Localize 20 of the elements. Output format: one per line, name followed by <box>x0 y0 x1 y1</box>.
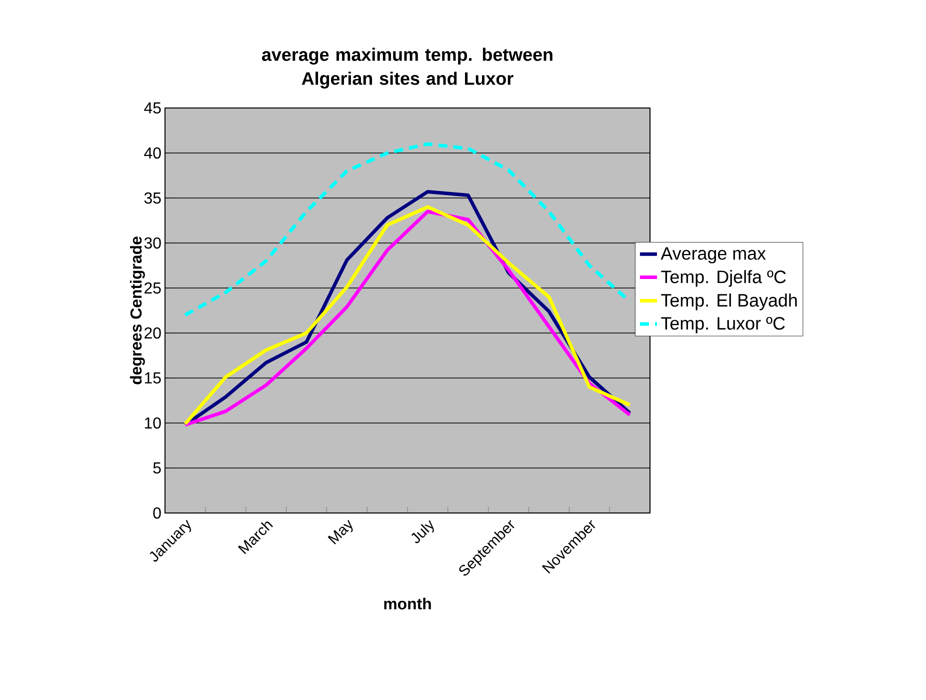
y-tick-label: 5 <box>153 462 161 474</box>
legend-label: Temp. El Bayadh <box>661 294 797 310</box>
y-tick-label: 40 <box>144 147 161 159</box>
chart-title: average maximum temp. between Algerian sites and Luxor <box>262 48 552 88</box>
x-axis-title: month <box>384 598 431 610</box>
y-tick-label: 25 <box>144 282 161 294</box>
y-tick-label: 15 <box>144 372 161 384</box>
line-series <box>183 142 632 317</box>
y-tick-label: 35 <box>144 192 161 204</box>
y-tick-label: 45 <box>144 102 161 114</box>
y-tick-label: 0 <box>153 507 161 519</box>
y-tick-label: 20 <box>144 327 161 339</box>
legend-label: Temp. Luxor ºC <box>661 317 785 334</box>
legend-label: Temp. Djelfa ºC <box>661 270 786 287</box>
y-tick-label: 10 <box>144 417 161 429</box>
y-axis-title: degrees Centigrade <box>130 236 145 384</box>
legend-label: Average max <box>660 247 766 264</box>
y-tick-label: 30 <box>144 237 161 249</box>
x-tick-label: July <box>411 520 434 544</box>
x-tick-label: May <box>328 520 353 544</box>
